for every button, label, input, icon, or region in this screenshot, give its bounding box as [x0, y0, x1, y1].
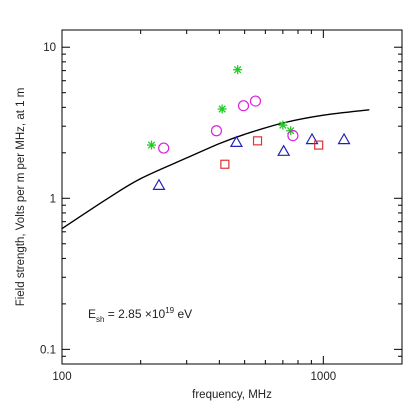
square-point — [314, 140, 324, 150]
asterisk-point — [233, 65, 243, 75]
square-point — [220, 159, 230, 169]
circle-point — [158, 142, 170, 154]
asterisk-point — [278, 120, 288, 130]
energy-value: = 2.85 ×10 — [104, 307, 165, 321]
model-curve — [61, 109, 370, 230]
x-tick-label: 100 — [52, 371, 71, 383]
axis-ticks: 100 1000 0.1 1 10 — [40, 30, 403, 383]
triangle-point — [229, 135, 243, 147]
y-axis-label: Field strength, Volts per m per MHz, at … — [15, 88, 27, 307]
model-curve-layer — [61, 109, 370, 230]
y-tick-label: 0.1 — [40, 344, 56, 356]
y-tick-label: 10 — [43, 42, 56, 54]
energy-exponent: 19 — [165, 306, 174, 315]
energy-unit: eV — [174, 307, 192, 321]
x-tick-label: 1000 — [311, 371, 337, 383]
y-tick-label: 1 — [50, 193, 56, 205]
x-axis-label: frequency, MHz — [192, 389, 272, 401]
asterisk-point — [146, 140, 156, 150]
triangle-point — [337, 132, 351, 145]
energy-annotation: Esh = 2.85 ×1019 eV — [88, 306, 192, 324]
triangle-point — [305, 132, 319, 145]
triangle-point — [152, 178, 166, 190]
circle-point — [287, 129, 299, 142]
triangle-point — [277, 144, 291, 156]
circle-point — [210, 125, 223, 137]
data-points — [146, 65, 351, 190]
plot-frame — [61, 29, 403, 365]
circle-point — [237, 100, 250, 112]
energy-subscript: sh — [96, 315, 104, 324]
square-point — [252, 136, 263, 146]
energy-symbol: E — [88, 307, 96, 321]
asterisk-point — [217, 104, 227, 114]
circle-point — [249, 95, 262, 107]
